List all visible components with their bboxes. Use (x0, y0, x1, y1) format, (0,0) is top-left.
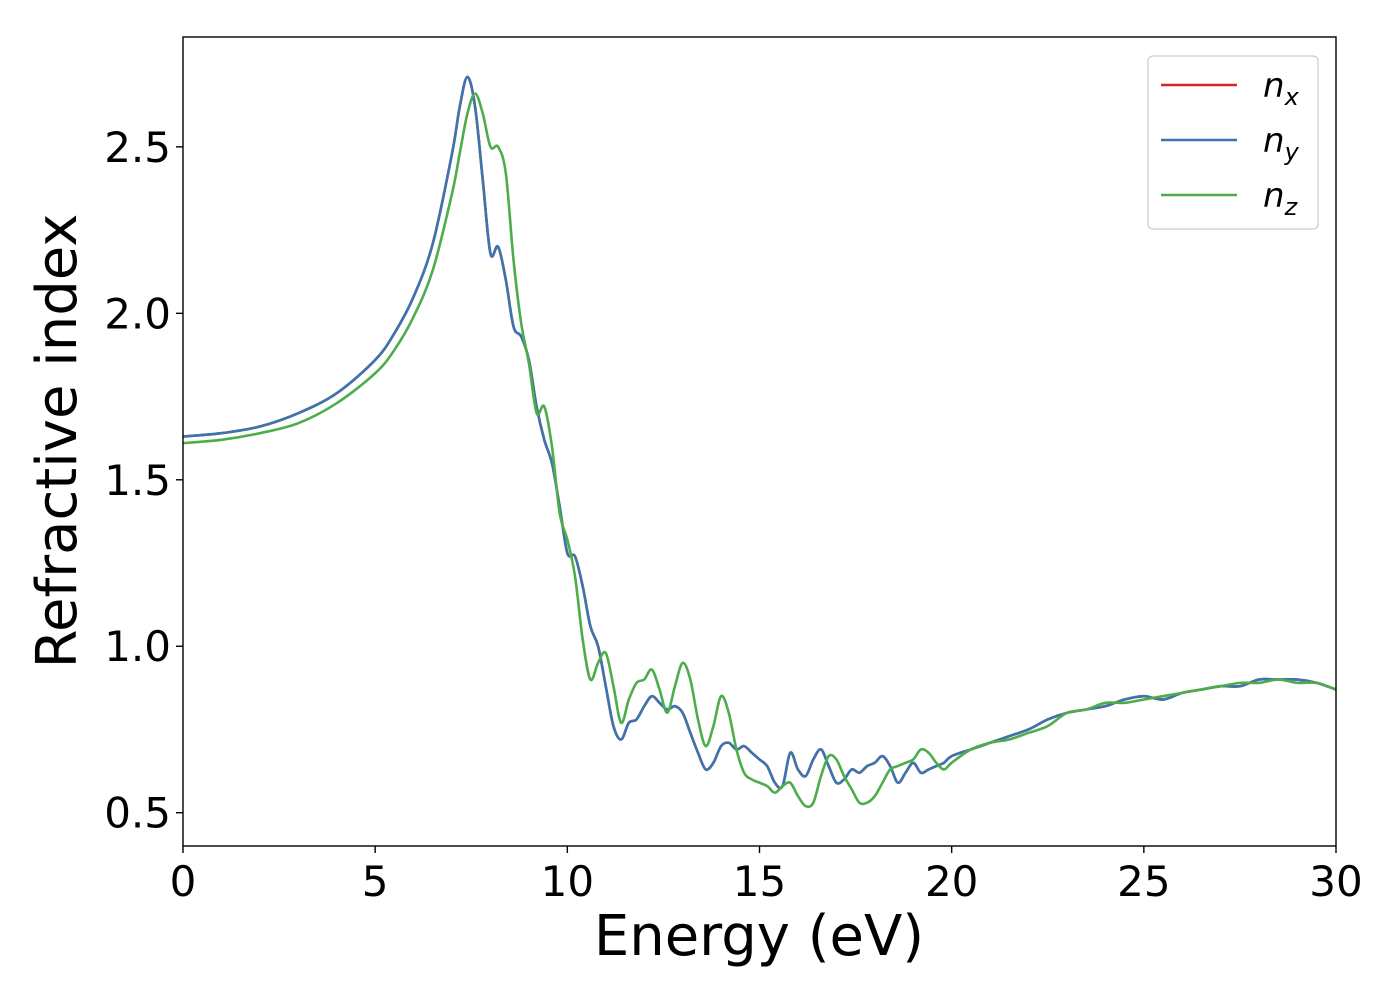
series-line-z (182, 92, 1337, 809)
x-tick-label: 5 (362, 857, 389, 906)
x-tick-label: 10 (541, 857, 594, 906)
y-axis-title: Refractive index (25, 214, 90, 669)
legend-label-z: nz (1263, 176, 1299, 221)
x-tick-label: 30 (1309, 857, 1362, 906)
legend-box (1147, 55, 1319, 230)
y-axis: 0.5 1.0 1.5 2.0 2.5 (104, 123, 183, 838)
legend-label-x: nx (1263, 66, 1300, 111)
series-line-y (182, 75, 1337, 790)
x-tick-label: 0 (170, 857, 197, 906)
x-axis: 0 5 10 15 20 25 30 (170, 846, 1363, 906)
y-tick-label: 0.5 (104, 789, 171, 838)
y-tick-label: 2.0 (104, 289, 171, 338)
legend: nx ny nz (1147, 55, 1319, 230)
legend-label-y: ny (1263, 121, 1300, 166)
y-tick-label: 2.5 (104, 123, 171, 172)
x-tick-label: 15 (733, 857, 786, 906)
series-layer (182, 75, 1337, 809)
y-tick-label: 1.5 (104, 456, 171, 505)
y-tick-label: 1.0 (104, 622, 171, 671)
x-tick-label: 20 (925, 857, 978, 906)
x-axis-title: Energy (eV) (594, 904, 924, 969)
x-tick-label: 25 (1117, 857, 1170, 906)
